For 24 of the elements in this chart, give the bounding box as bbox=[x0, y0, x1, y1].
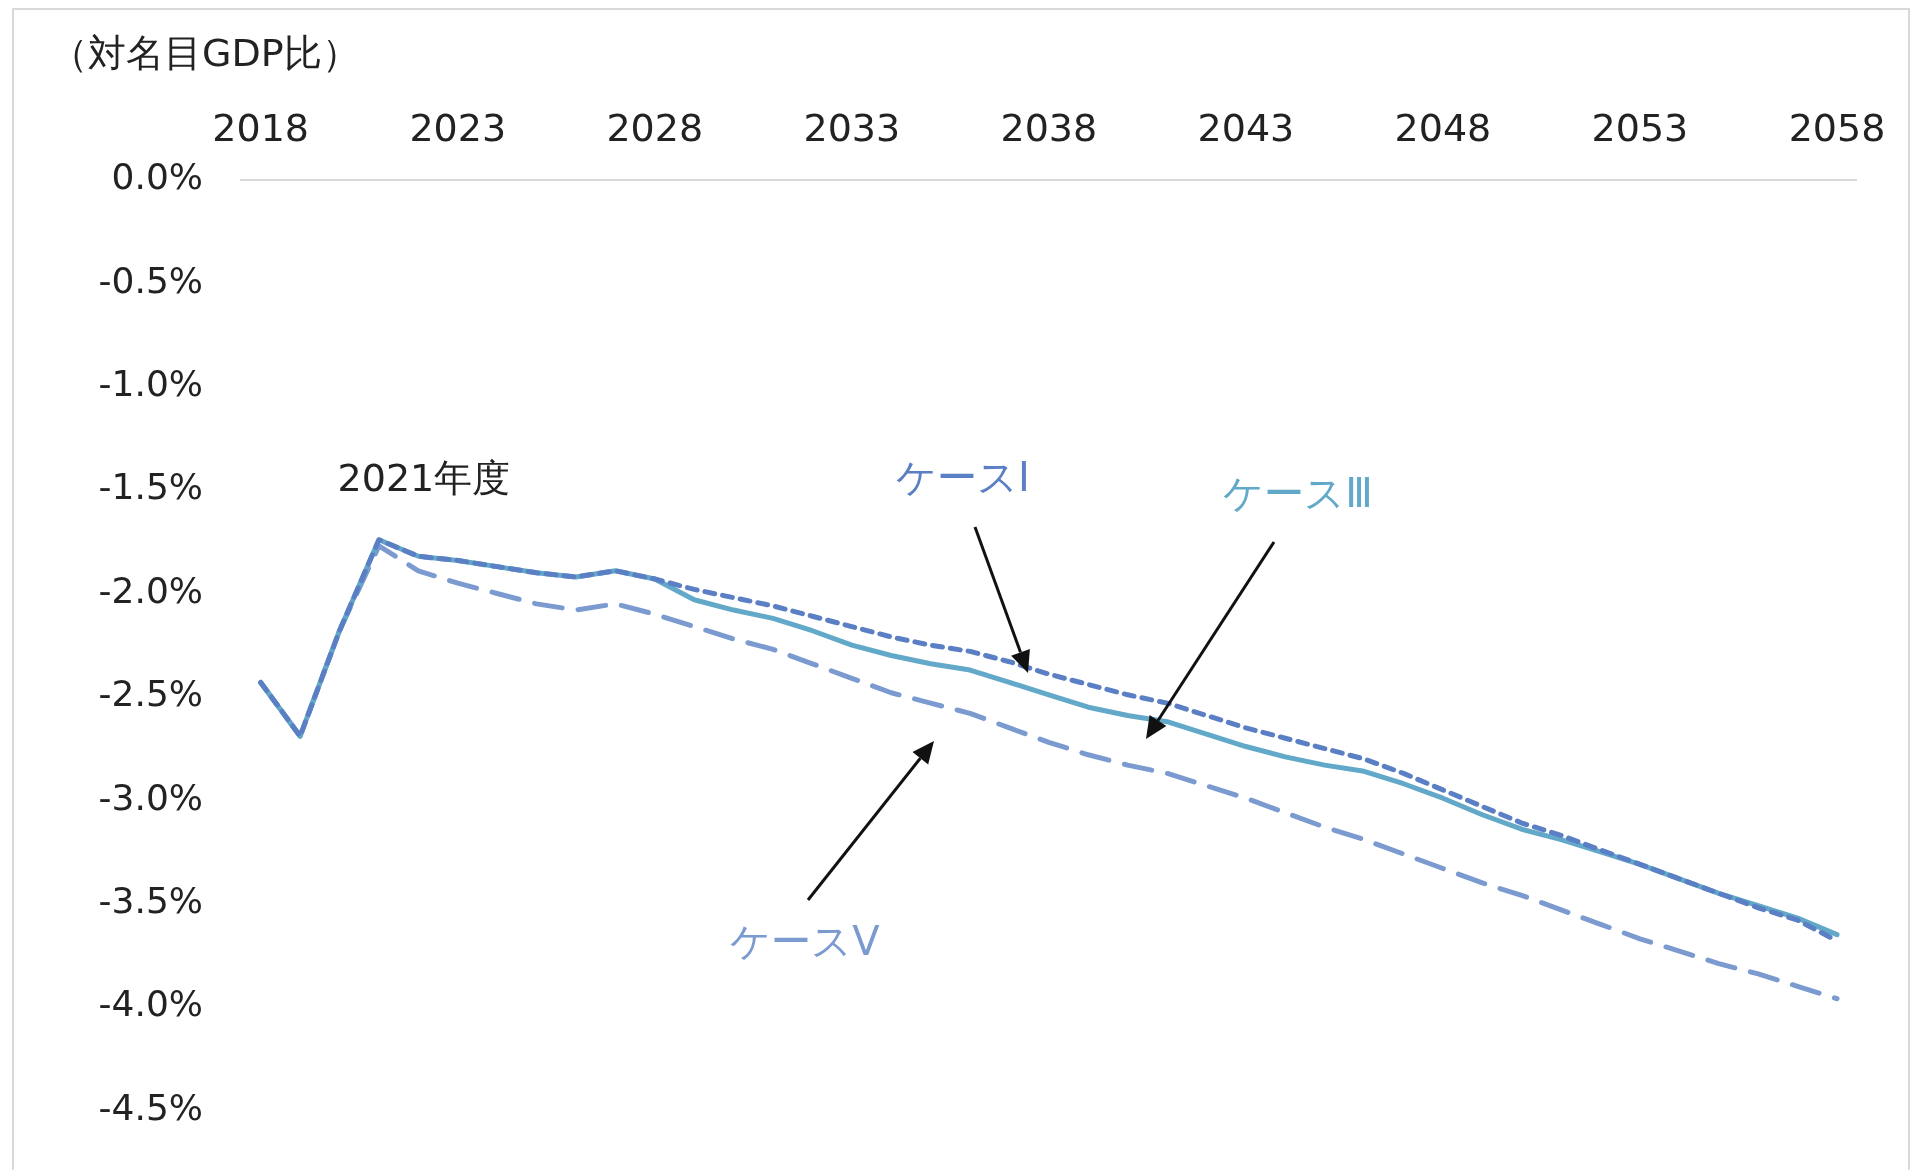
x-tick-label: 2058 bbox=[1788, 106, 1886, 151]
y-tick-label: -2.0% bbox=[98, 569, 203, 611]
y-tick-label: -1.5% bbox=[98, 466, 203, 508]
x-tick-label: 2018 bbox=[212, 106, 310, 151]
y-tick-label: -2.5% bbox=[98, 673, 203, 715]
x-tick-label: 2023 bbox=[409, 106, 507, 151]
x-tick-label: 2048 bbox=[1394, 106, 1492, 151]
x-tick-label: 2053 bbox=[1591, 106, 1689, 151]
x-tick-label: 2028 bbox=[606, 106, 704, 151]
y-tick-label: -4.5% bbox=[98, 1086, 203, 1128]
y-tick-label: -3.0% bbox=[98, 776, 203, 818]
y-tick-label: 0.0% bbox=[111, 156, 203, 198]
x-tick-label: 2038 bbox=[1000, 106, 1098, 151]
x-tick-label: 2043 bbox=[1197, 106, 1295, 151]
y-axis-title: （対名目GDP比） bbox=[50, 30, 360, 77]
annotation: 2021年度 bbox=[337, 455, 511, 500]
y-tick-label: -4.0% bbox=[98, 983, 203, 1025]
y-tick-label: -3.5% bbox=[98, 880, 203, 921]
text: ケースⅠ bbox=[896, 454, 1030, 501]
x-tick-label: 2033 bbox=[803, 106, 901, 151]
text: ケースⅤ bbox=[730, 918, 881, 965]
y-tick-label: -1.0% bbox=[98, 363, 203, 405]
y-tick-label: -0.5% bbox=[98, 259, 203, 301]
text: ケースⅢ bbox=[1223, 470, 1373, 517]
